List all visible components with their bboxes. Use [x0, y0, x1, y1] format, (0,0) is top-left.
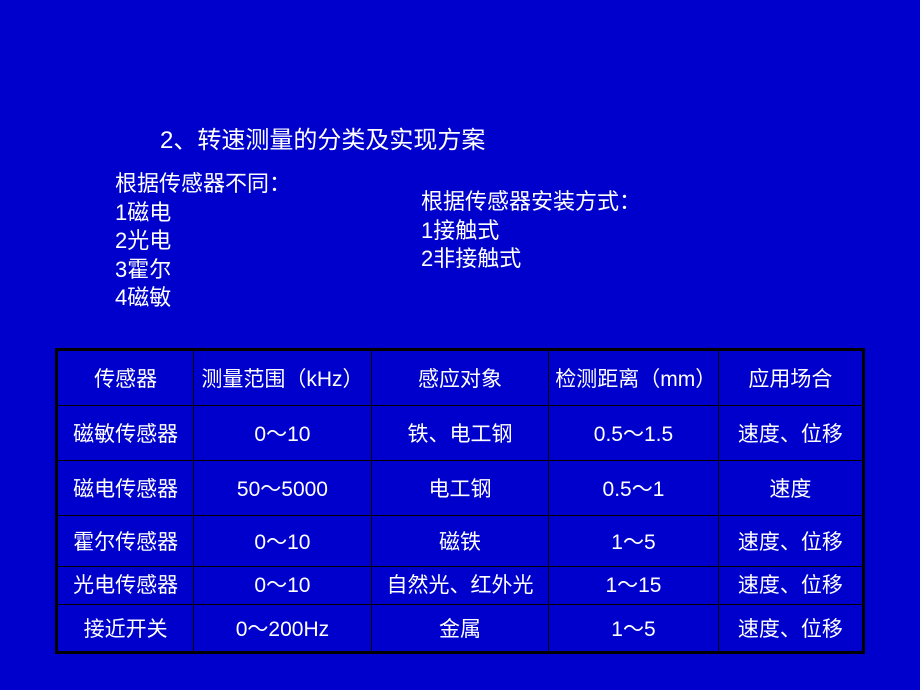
table-row: 霍尔传感器 0～10 磁铁 1～5 速度、位移	[57, 515, 864, 566]
cell: 0.5～1	[549, 460, 718, 515]
cell: 速度	[718, 460, 863, 515]
left-item-1: 1磁电	[115, 199, 291, 228]
th-distance: 检测距离（mm）	[549, 349, 718, 405]
right-item-1: 1接触式	[421, 217, 641, 246]
table-row: 磁电传感器 50～5000 电工钢 0.5～1 速度	[57, 460, 864, 515]
left-header: 根据传感器不同：	[115, 170, 291, 199]
cell: 金属	[371, 605, 549, 653]
left-item-2: 2光电	[115, 227, 291, 256]
table-row: 光电传感器 0～10 自然光、红外光 1～15 速度、位移	[57, 566, 864, 604]
cell: 速度、位移	[718, 405, 863, 460]
th-sensor: 传感器	[57, 349, 194, 405]
th-range: 测量范围（kHz）	[194, 349, 372, 405]
cell: 磁敏传感器	[57, 405, 194, 460]
cell: 50～5000	[194, 460, 372, 515]
classification-columns: 根据传感器不同： 1磁电 2光电 3霍尔 4磁敏 根据传感器安装方式： 1接触式…	[40, 170, 880, 313]
left-item-4: 4磁敏	[115, 284, 291, 313]
right-item-2: 2非接触式	[421, 245, 641, 274]
mounting-type-list: 根据传感器安装方式： 1接触式 2非接触式	[421, 188, 641, 313]
cell: 速度、位移	[718, 515, 863, 566]
table-row: 磁敏传感器 0～10 铁、电工钢 0.5～1.5 速度、位移	[57, 405, 864, 460]
th-application: 应用场合	[718, 349, 863, 405]
cell: 电工钢	[371, 460, 549, 515]
cell: 自然光、红外光	[371, 566, 549, 604]
section-title: 2、转速测量的分类及实现方案	[160, 120, 880, 155]
cell: 0～200Hz	[194, 605, 372, 653]
cell: 光电传感器	[57, 566, 194, 604]
table-row: 接近开关 0～200Hz 金属 1～5 速度、位移	[57, 605, 864, 653]
cell: 磁铁	[371, 515, 549, 566]
sensor-type-list: 根据传感器不同： 1磁电 2光电 3霍尔 4磁敏	[115, 170, 291, 313]
right-header: 根据传感器安装方式：	[421, 188, 641, 217]
cell: 速度、位移	[718, 566, 863, 604]
cell: 磁电传感器	[57, 460, 194, 515]
sensor-table-wrapper: 传感器 测量范围（kHz） 感应对象 检测距离（mm） 应用场合 磁敏传感器 0…	[55, 348, 865, 654]
table-header-row: 传感器 测量范围（kHz） 感应对象 检测距离（mm） 应用场合	[57, 349, 864, 405]
cell: 接近开关	[57, 605, 194, 653]
cell: 1～5	[549, 605, 718, 653]
cell: 1～5	[549, 515, 718, 566]
cell: 0～10	[194, 566, 372, 604]
slide-container: 2、转速测量的分类及实现方案 根据传感器不同： 1磁电 2光电 3霍尔 4磁敏 …	[0, 0, 920, 690]
th-target: 感应对象	[371, 349, 549, 405]
cell: 0～10	[194, 515, 372, 566]
left-item-3: 3霍尔	[115, 256, 291, 285]
cell: 1～15	[549, 566, 718, 604]
sensor-table: 传感器 测量范围（kHz） 感应对象 检测距离（mm） 应用场合 磁敏传感器 0…	[55, 348, 865, 654]
cell: 0～10	[194, 405, 372, 460]
cell: 0.5～1.5	[549, 405, 718, 460]
cell: 霍尔传感器	[57, 515, 194, 566]
cell: 速度、位移	[718, 605, 863, 653]
cell: 铁、电工钢	[371, 405, 549, 460]
